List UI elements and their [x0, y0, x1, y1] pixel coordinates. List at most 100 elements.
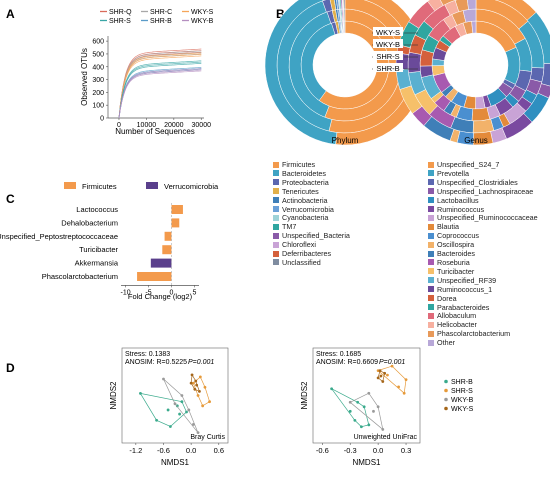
genus-legend-item: Unspecified_RF39 [428, 275, 538, 286]
nmds-legend-label-wky-b: WKY-B [451, 397, 474, 404]
phylum-legend-label: Chloroflexi [282, 240, 316, 250]
phylum-legend-swatch [273, 197, 279, 204]
genus-legend-swatch [428, 188, 434, 195]
nmds-point-shr-b [359, 425, 363, 429]
nmds-point-shr-s [386, 373, 389, 377]
nmds-stress-label: Stress: 0.1383 [125, 351, 170, 358]
legend-firmicutes-label: Firmicutes [82, 182, 117, 191]
genus-legend-swatch [428, 232, 434, 239]
x-tick-label: 0.0 [373, 446, 383, 455]
phylum-legend-swatch [273, 188, 279, 195]
genus-legend-swatch [428, 206, 434, 213]
genus-legend-swatch [428, 330, 434, 337]
nmds-frame [312, 347, 421, 444]
genus-legend-item: Bacteroides [428, 249, 538, 259]
phylum-donut-segment [343, 20, 346, 34]
nmds-point-shr-b [139, 392, 142, 395]
genus-legend-label: Other [437, 338, 455, 348]
genus-legend-swatch [428, 179, 434, 186]
nmds-point-wky-s [379, 374, 383, 378]
genus-legend-swatch [428, 170, 434, 177]
nmds-anosim-label: ANOSIM: R=0.5225 [125, 359, 187, 366]
fold-change-x-label: Fold Change (log2) [128, 292, 193, 301]
rarefaction-curve-wky-b [118, 68, 202, 119]
phylum-legend-label: TM7 [282, 222, 297, 232]
x-tick-label: -0.6 [316, 446, 329, 455]
phylum-legend-swatch [273, 223, 279, 230]
fold-change-bar [137, 272, 172, 281]
phylum-donut-segment [264, 0, 338, 145]
rarefaction-curve-shr-c [118, 50, 202, 119]
y-tick-label: 300 [92, 77, 104, 84]
phylum-legend-label: Unclassified [282, 257, 321, 267]
genus-donut-segment [467, 0, 477, 10]
nmds-point-wky-b [192, 423, 195, 426]
genus-legend-item: Other [428, 338, 538, 348]
genus-legend-swatch [428, 339, 434, 346]
nmds-point-shr-b [155, 418, 158, 422]
genus-legend-label: Unspecified_Lachnospiraceae [437, 186, 534, 196]
genus-legend-swatch [428, 214, 434, 221]
phylum-legend-label: Deferribacteres [282, 249, 332, 259]
fold-change-bar [171, 218, 180, 228]
fold-change-category-label: Akkermansia [75, 259, 119, 268]
phylum-legend-swatch [273, 179, 279, 186]
x-tick-label: -10 [121, 289, 131, 296]
nmds-point-wky-s [198, 389, 201, 393]
genus-legend-item: Coprococcus [428, 231, 538, 241]
genus-donut [395, 0, 550, 146]
x-tick-label: 0.6 [214, 446, 224, 455]
rarefaction-curve-shr-s [118, 60, 202, 119]
nmds-legend-marker-shr-s [444, 388, 448, 393]
phylum-legend-swatch [273, 214, 279, 221]
nmds-point-shr-s [201, 404, 205, 408]
nmds-legend-label-wky-s: WKY-S [451, 406, 474, 413]
genus-legend-swatch [428, 241, 434, 248]
nmds-point-wky-b [180, 394, 184, 397]
y-tick-label: 400 [92, 64, 104, 71]
rarefaction-curve-wky-s [118, 52, 202, 119]
genus-legend-label: Blautia [437, 222, 459, 232]
genus-legend-swatch [428, 223, 434, 230]
fold-change-bars: Lactococcus Dehalobacterium Unspecified_Pe… [0, 203, 199, 296]
phylum-donut [264, 0, 426, 146]
phylum-donut-segment [322, 0, 326, 1]
rarefaction-y-label: Observed OTUs [80, 48, 89, 106]
panel-label-b: B [276, 7, 285, 21]
nmds-point-wky-s [383, 371, 387, 375]
genus-legend-item: Phascolarctobacterium [428, 329, 538, 339]
x-tick-label: 20000 [164, 122, 184, 129]
phylum-legend-swatch [273, 170, 279, 177]
nmds-point-shr-s [198, 375, 202, 379]
genus-legend-item: Oscillospira [428, 240, 538, 250]
phylum-legend-item: Unclassified [273, 257, 350, 268]
nmds-point-shr-b [356, 400, 360, 404]
ring-label: SHR-B [376, 64, 399, 73]
nmds-point-shr-b [185, 410, 188, 414]
genus-legend-label: Unspecified_RF39 [437, 275, 497, 285]
rarefaction-x-label: Number of Sequences [115, 127, 195, 136]
genus-legend-label: Allobaculum [437, 311, 477, 321]
genus-donut-segment [472, 118, 495, 134]
x-tick-label: 0.0 [186, 446, 196, 455]
genus-donut-segment [407, 51, 422, 74]
genus-legend-label: Unspecified_Ruminococcaceae [437, 213, 538, 223]
nmds-distance-label: Bray Curtis [190, 434, 225, 441]
nmds-point-shr-b [180, 400, 184, 404]
nmds-p-label: P=0.001 [188, 359, 214, 366]
nmds-legend-marker-shr-b [444, 379, 448, 384]
nmds-y-label: NMDS2 [300, 381, 309, 410]
phylum-legend-label: Actinobacteria [282, 195, 328, 205]
ring-label-bg [373, 63, 403, 72]
fold-change-bar [171, 205, 183, 214]
ring-label-bg [373, 27, 403, 36]
ring-labels: WKY-S WKY-B SHR-S SHR-B [372, 27, 418, 73]
genus-legend-swatch [428, 259, 434, 266]
y-tick-label: 200 [92, 90, 104, 97]
phylum-legend-label: Bacteroidetes [282, 168, 326, 178]
phylum-legend-item: Verrucomicrobia [273, 205, 350, 215]
genus-legend-label: Lactobacillus [437, 195, 479, 205]
nmds-point-shr-s [397, 385, 400, 389]
rarefaction-curves [118, 48, 202, 119]
nmds-point-shr-b [178, 412, 182, 416]
